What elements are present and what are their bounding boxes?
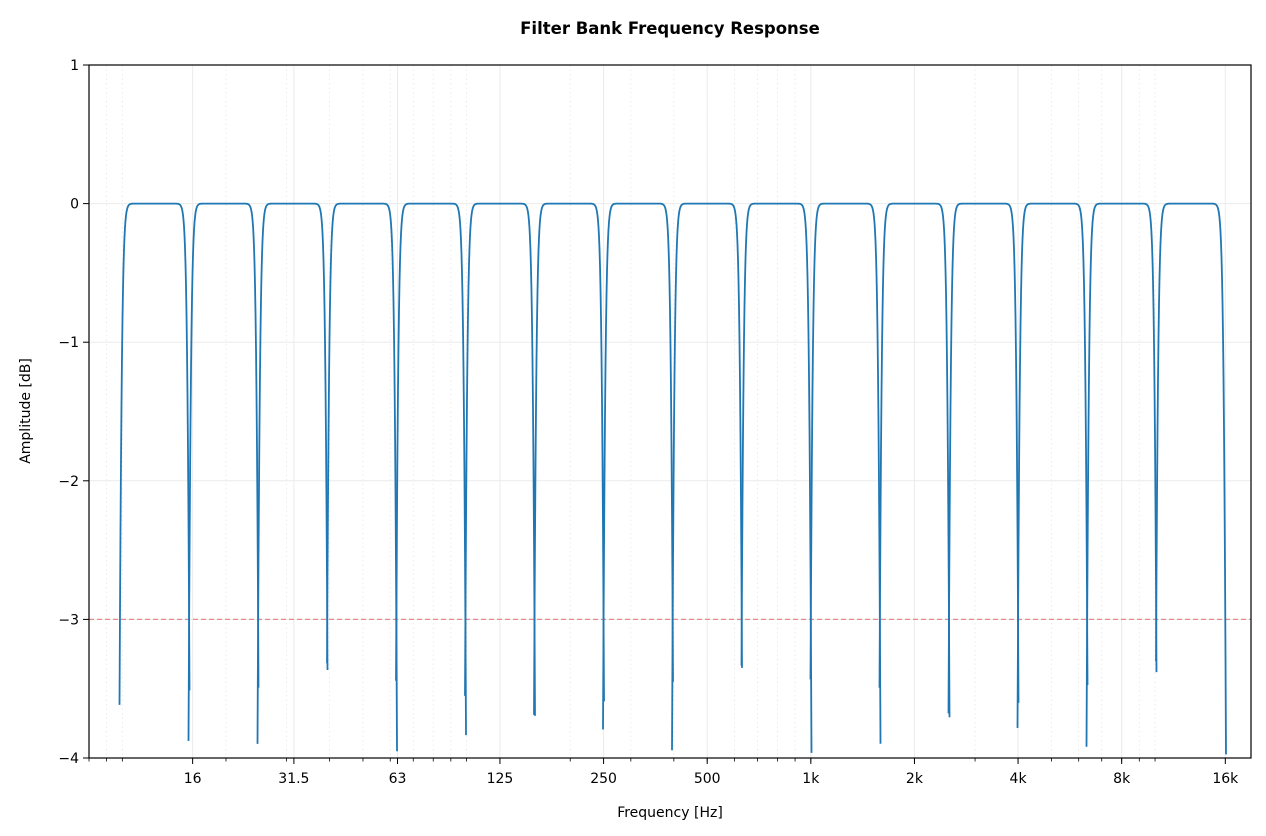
x-tick-label: 125 — [487, 771, 514, 787]
y-tick-label: 0 — [70, 197, 79, 213]
chart-title: Filter Bank Frequency Response — [520, 19, 820, 38]
x-tick-label: 63 — [389, 771, 407, 787]
plot-marks — [89, 202, 1251, 755]
y-tick-label: 1 — [70, 58, 79, 74]
band-response-line — [740, 202, 813, 753]
band-response-line — [1155, 202, 1227, 755]
band-response-line — [947, 202, 1020, 714]
band-response-line — [256, 202, 329, 744]
x-tick-label: 1k — [802, 771, 820, 787]
band-response-line — [878, 202, 951, 718]
x-tick-label: 4k — [1010, 771, 1028, 787]
band-response-line — [395, 202, 467, 736]
axes: 16 31.5 63 125 250 500 1k 2k 4k 8k 16k 1 0 −1 −2 −3 −4 — [58, 58, 1239, 787]
band-response-line — [1085, 202, 1158, 747]
band-response-line — [464, 202, 536, 716]
band-response-line — [118, 202, 191, 705]
band-response-line — [671, 202, 743, 751]
x-tick-label: 500 — [694, 771, 721, 787]
x-axis-label: Frequency [Hz] — [617, 805, 723, 821]
y-tick-label: −1 — [58, 335, 79, 351]
x-tick-label: 2k — [906, 771, 924, 787]
x-tick-label: 16 — [184, 771, 202, 787]
band-response-line — [809, 202, 882, 744]
x-tick-label: 250 — [590, 771, 617, 787]
x-tick-label: 8k — [1113, 771, 1131, 787]
y-tick-label: −4 — [58, 751, 79, 767]
y-tick-label: −2 — [58, 474, 79, 490]
y-tick-label: −3 — [58, 612, 79, 628]
y-axis-label: Amplitude [dB] — [18, 358, 34, 464]
band-response-line — [533, 202, 605, 715]
band-response-line — [326, 202, 398, 752]
x-tick-label: 16k — [1212, 771, 1239, 787]
x-tick-label: 31.5 — [278, 771, 309, 787]
band-response-line — [187, 202, 260, 741]
band-response-line — [602, 202, 674, 730]
plot-frame — [88, 64, 1252, 759]
grid — [88, 64, 1251, 759]
band-response-line — [1016, 202, 1089, 728]
